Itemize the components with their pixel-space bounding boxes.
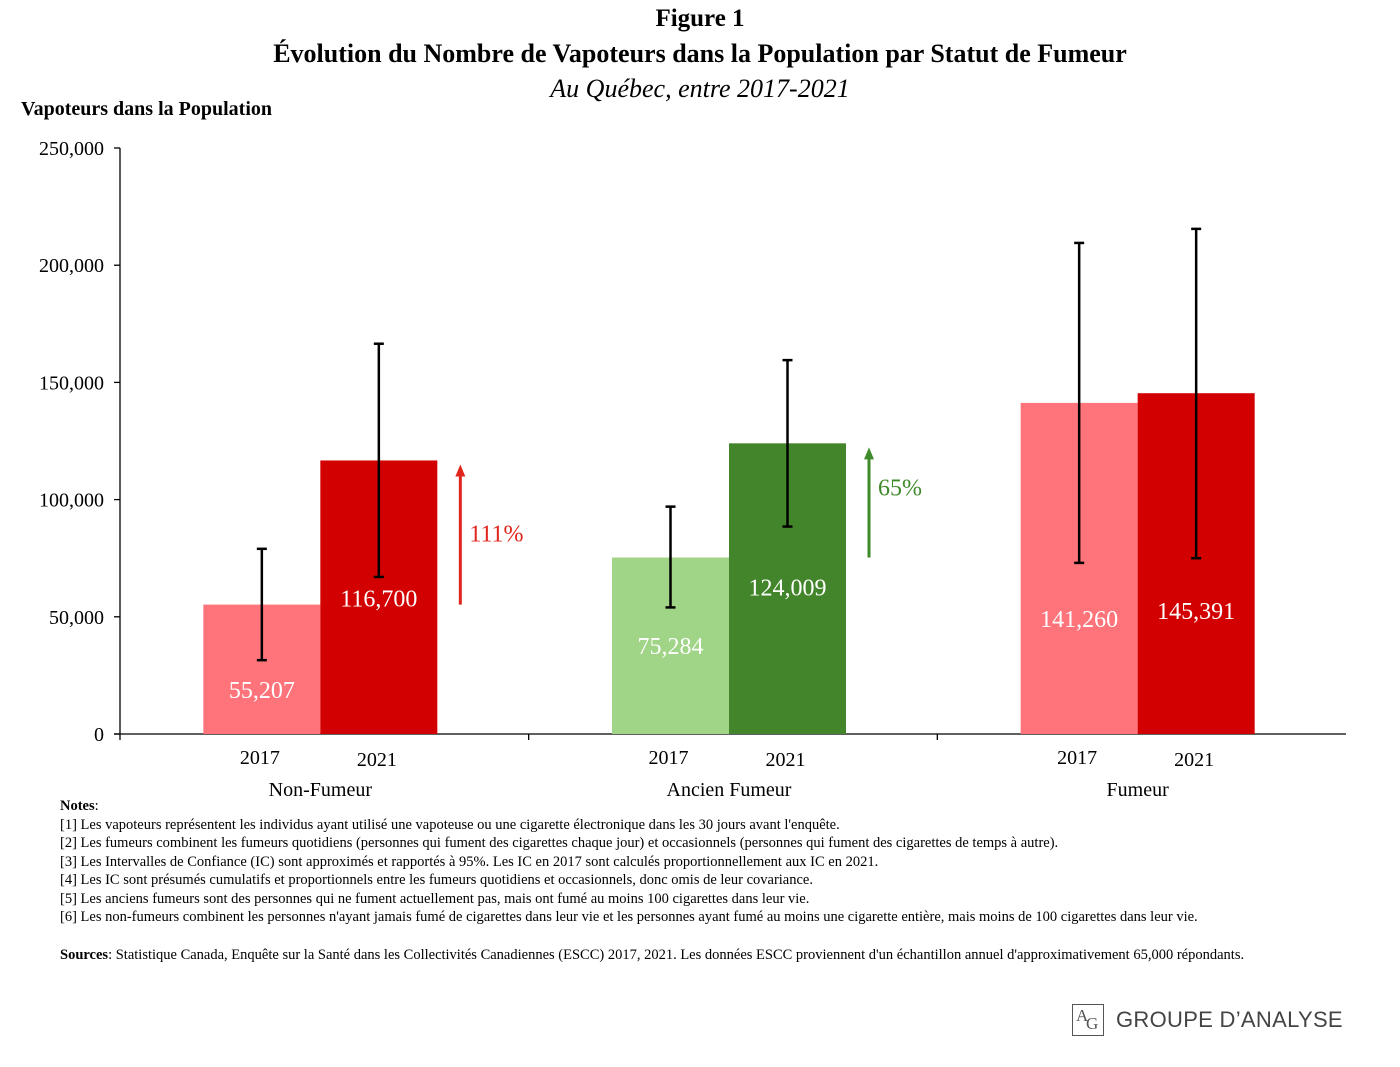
notes-heading: Notes — [60, 798, 95, 814]
x-tick-label-year: 2017 — [649, 747, 689, 769]
x-category-label: Ancien Fumeur — [667, 779, 792, 800]
data-label: 116,700 — [340, 586, 417, 612]
data-label: 55,207 — [229, 678, 295, 704]
figure-label: Figure 1 — [655, 5, 745, 32]
x-tick-label-year: 2017 — [1057, 747, 1097, 769]
logo-text: GROUPE D’ANALYSE — [1116, 1007, 1343, 1032]
y-tick-label: 0 — [94, 724, 104, 746]
y-tick-label: 50,000 — [49, 607, 104, 629]
note-6: [6] Les non-fumeurs combinent les person… — [60, 909, 1198, 925]
y-tick-label: 200,000 — [39, 255, 104, 277]
x-tick-label-year: 2021 — [357, 749, 397, 771]
y-tick-label: 150,000 — [39, 372, 104, 394]
data-label: 75,284 — [638, 634, 704, 660]
chart-title: Évolution du Nombre de Vapoteurs dans la… — [273, 39, 1127, 68]
change-arrow-head — [864, 447, 874, 460]
data-label: 124,009 — [749, 575, 827, 601]
note-4: [4] Les IC sont présumés cumulatifs et p… — [60, 872, 813, 888]
sources-block: Sources: Statistique Canada, Enquête sur… — [60, 946, 1330, 965]
title-block: Figure 1 Évolution du Nombre de Vapoteur… — [0, 0, 1400, 106]
data-label: 141,260 — [1040, 607, 1118, 633]
note-5: [5] Les anciens fumeurs sont des personn… — [60, 890, 810, 907]
y-tick-label: 100,000 — [39, 490, 104, 512]
y-axis-label: Vapoteurs dans la Population — [21, 98, 272, 120]
chart-subtitle: Au Québec, entre 2017-2021 — [550, 74, 850, 103]
note-2: [2] Les fumeurs combinent les fumeurs qu… — [60, 835, 1059, 851]
x-tick-label-year: 2021 — [1174, 749, 1214, 771]
data-label: 145,391 — [1157, 599, 1235, 625]
logo-mark: A G — [1072, 1004, 1104, 1036]
change-arrow-head — [455, 464, 466, 477]
sources-heading: Sources — [60, 947, 109, 963]
x-tick-label-year: 2021 — [766, 749, 806, 771]
change-label: 65% — [878, 475, 922, 501]
y-tick-label: 250,000 — [39, 138, 104, 160]
note-3: [3] Les Intervalles de Confiance (IC) so… — [60, 853, 879, 870]
change-label: 111% — [469, 522, 523, 548]
bar-chart: 0 50,000 100,000 150,000 200,000 250,000 55,20… — [39, 138, 1346, 800]
x-category-label: Non-Fumeur — [269, 779, 373, 800]
company-logo: A G GROUPE D’ANALYSE — [1072, 1004, 1343, 1036]
x-tick-label-year: 2017 — [240, 747, 280, 769]
note-1: [1] Les vapoteurs représentent les indiv… — [60, 816, 840, 833]
x-category-label: Fumeur — [1107, 779, 1170, 800]
sources-text: : Statistique Canada, Enquête sur la San… — [108, 947, 1245, 963]
notes-block: Notes: [1] Les vapoteurs représentent le… — [60, 797, 1360, 927]
